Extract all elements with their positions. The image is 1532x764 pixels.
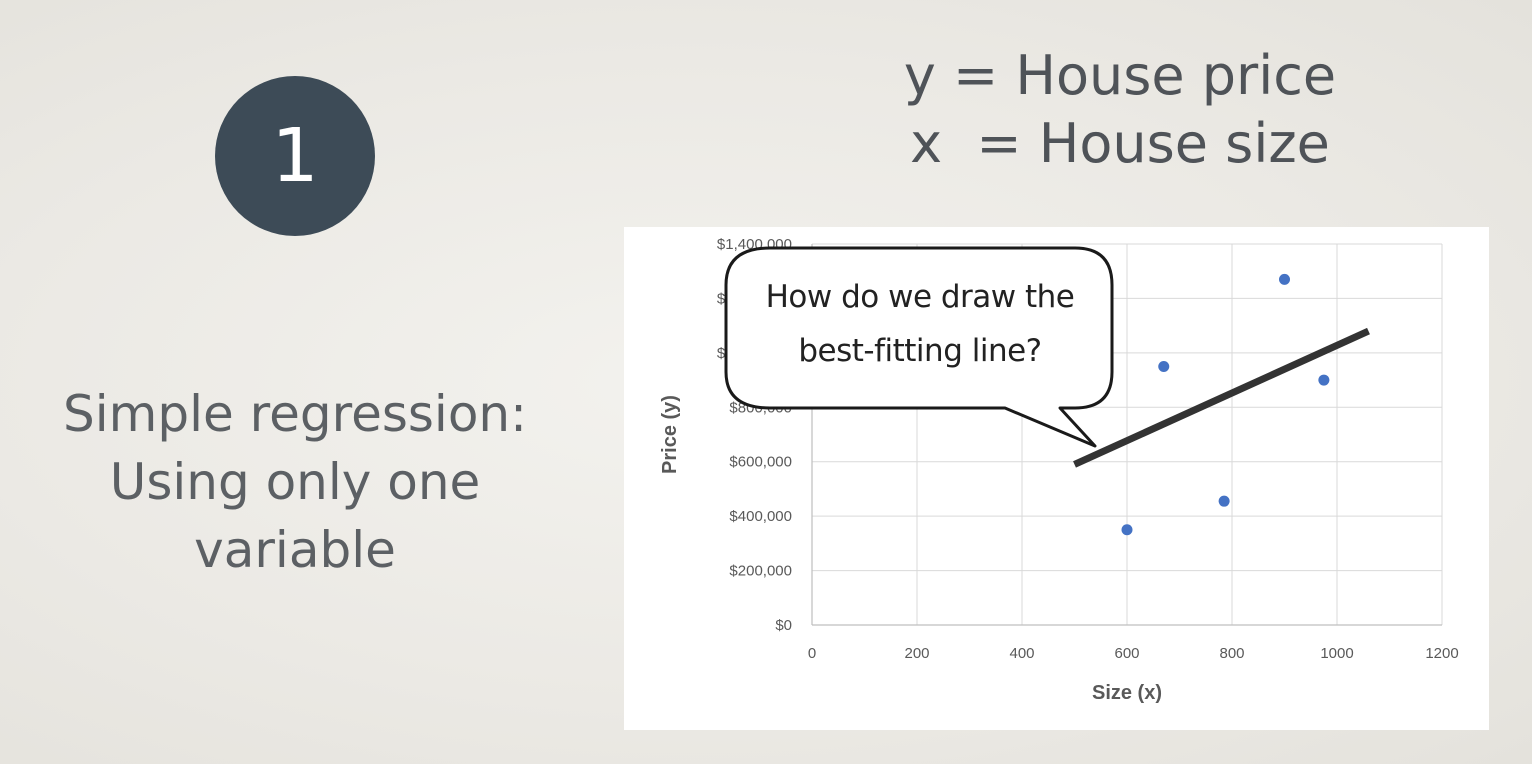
y-tick-label: $200,000	[729, 563, 792, 580]
data-point	[1279, 273, 1290, 285]
x-tick-label: 800	[1219, 645, 1244, 662]
data-point	[1121, 524, 1133, 536]
equation-y: y = House price	[903, 44, 1337, 107]
x-tick-label: 200	[904, 645, 929, 662]
callout-line: How do we draw the	[765, 279, 1075, 315]
y-axis-title: Price (y)	[659, 395, 681, 474]
description-line: variable	[194, 521, 396, 579]
x-tick-label: 1000	[1320, 645, 1353, 662]
description-line: Using only one	[109, 453, 481, 511]
description-line: Simple regression:	[63, 385, 527, 443]
regression-description: Simple regression: Using only one variab…	[30, 380, 560, 584]
slide-number-badge: 1	[215, 76, 375, 236]
data-point	[1218, 495, 1230, 507]
y-tick-label: $600,000	[729, 454, 792, 471]
y-tick-label: $0	[775, 617, 792, 634]
data-point	[1318, 374, 1330, 386]
data-point	[1158, 360, 1170, 372]
callout-text: How do we draw the best-fitting line?	[740, 270, 1100, 378]
callout-bubble-shape	[724, 246, 1114, 448]
x-tick-label: 1200	[1425, 645, 1458, 662]
y-tick-label: $400,000	[729, 508, 792, 525]
x-tick-label: 0	[808, 645, 816, 662]
callout-line: best-fitting line?	[798, 333, 1042, 369]
x-tick-label: 400	[1009, 645, 1034, 662]
x-tick-label: 600	[1114, 645, 1139, 662]
best-fit-line	[1073, 327, 1370, 468]
equation-x: x = House size	[910, 112, 1330, 175]
x-axis-title: Size (x)	[1092, 682, 1162, 704]
